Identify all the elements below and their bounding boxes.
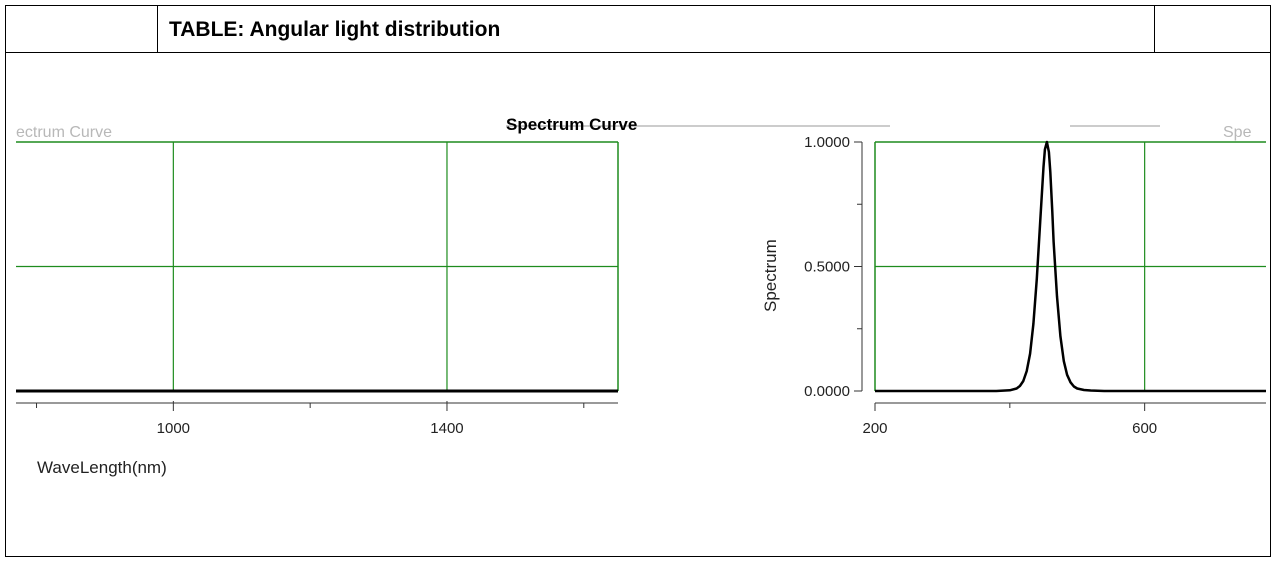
- right-y-tick-label: 0.5000: [804, 259, 850, 276]
- right-x-tick-label: 600: [1132, 420, 1157, 437]
- left-chart-title: Spectrum Curve: [506, 115, 637, 134]
- left-spectrum-chart: ectrum Curve Spectrum Curve WaveLength(n…: [16, 115, 637, 477]
- table-title: TABLE: Angular light distribution: [169, 18, 501, 41]
- table-header-row: TABLE: Angular light distribution: [6, 6, 1270, 53]
- right-spectrum-curve: [875, 140, 1266, 393]
- right-chart-y-axis-title: Spectrum: [761, 239, 780, 312]
- right-y-tick-label: 1.0000: [804, 134, 850, 151]
- left-x-tick-label: 1400: [430, 420, 463, 437]
- header-cell-left: [6, 6, 158, 52]
- right-x-tick-label: 200: [862, 420, 887, 437]
- right-y-tick-label: 0.0000: [804, 383, 850, 400]
- left-chart-x-axis-title: WaveLength(nm): [37, 458, 167, 477]
- right-spectrum-chart: Spe Spectrum 0.0000 0.5000 1.0000 200 600: [761, 124, 1266, 437]
- left-chart-faded-title: ectrum Curve: [16, 124, 112, 141]
- document-table: TABLE: Angular light distribution: [5, 5, 1271, 557]
- header-cell-title: TABLE: Angular light distribution: [158, 6, 1155, 52]
- right-chart-faded-title: Spe: [1223, 124, 1252, 141]
- left-x-tick-label: 1000: [157, 420, 190, 437]
